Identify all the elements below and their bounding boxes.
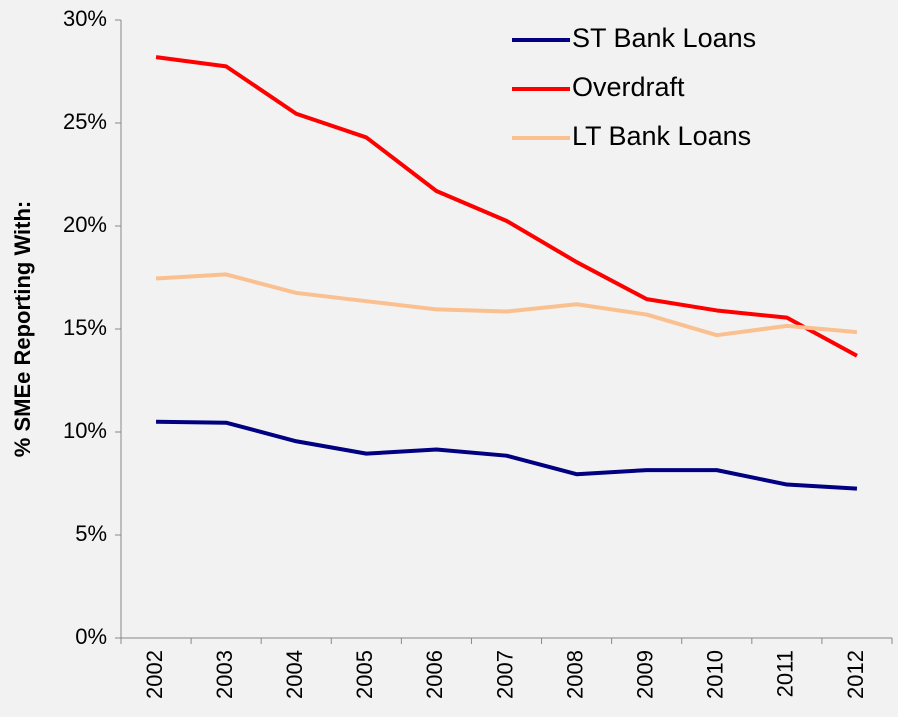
y-tick-label: 5%: [75, 521, 107, 546]
y-tick-label: 20%: [63, 212, 107, 237]
y-tick-label: 10%: [63, 418, 107, 443]
x-tick-label: 2006: [422, 650, 447, 699]
data-line: [155, 272, 858, 338]
data-line: [156, 419, 858, 491]
y-tick-label: 15%: [63, 315, 107, 340]
x-tick-label: 2010: [703, 650, 728, 699]
x-tick-label: 2003: [212, 650, 237, 699]
y-tick-label: 25%: [63, 109, 107, 134]
x-tick-label: 2007: [492, 650, 517, 699]
x-tick-label: 2005: [352, 650, 377, 699]
legend-label: LT Bank Loans: [572, 121, 751, 151]
x-tick-label: 2009: [632, 650, 657, 699]
data-line: [155, 55, 858, 358]
x-tick-label: 2002: [142, 650, 167, 699]
y-tick-label: 0%: [75, 624, 107, 649]
x-tick-label: 2008: [562, 650, 587, 699]
x-tick-label: 2011: [773, 650, 798, 697]
legend-label: Overdraft: [572, 72, 685, 102]
y-tick-label: 30%: [63, 6, 107, 31]
y-axis-label: % SMEe Reporting With:: [10, 201, 35, 457]
x-tick-label: 2004: [282, 650, 307, 699]
legend-label: ST Bank Loans: [572, 23, 756, 53]
x-tick-label: 2012: [843, 650, 868, 699]
